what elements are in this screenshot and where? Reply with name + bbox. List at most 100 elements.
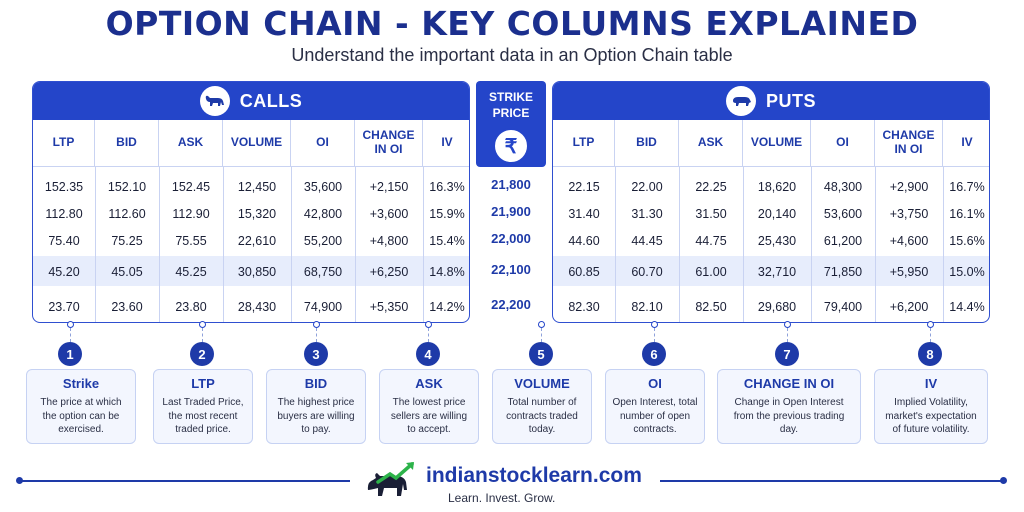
table-cell: 22.00 [631,180,663,194]
table-cell: 20,140 [757,207,797,221]
table-cell: 82.30 [568,300,600,314]
table-cell: 82.10 [631,300,663,314]
explanation-description: Total number of contracts traded today. [506,397,578,435]
connector-line [428,328,429,342]
table-cell: 44.45 [631,234,663,248]
table-cell: 22.15 [568,180,600,194]
table-cell: 23.70 [48,300,80,314]
strike-value: 21,900 [491,203,531,219]
strike-label-line1: STRIKE [488,90,533,104]
strike-value: 22,200 [491,296,531,312]
table-cell: +3,600 [369,207,409,221]
column-header-iv: IV [441,135,453,150]
calls-label: CALLS [239,90,303,111]
table-cell: 71,850 [823,265,863,279]
table-cell: 15.4% [429,234,465,248]
table-cell: +4,600 [889,234,929,248]
column-divider [159,166,160,322]
header-divider [33,166,469,167]
table-cell: +4,800 [369,234,409,248]
step-number-badge: 2 [190,342,214,366]
connector-line [541,328,542,342]
table-cell: 35,600 [303,180,343,194]
column-header-volume: VOLUME [743,120,811,166]
table-cell: 14.2% [429,300,465,314]
table-cell: 55,200 [303,234,343,248]
table-cell: 25,430 [757,234,797,248]
table-cell: 16.1% [949,207,985,221]
explanation-description: Implied Volatility, market's expectation… [885,397,977,435]
footer-dot-right [1000,477,1007,484]
column-divider [943,166,944,322]
explanation-card: VOLUME Total number of contracts traded t… [492,369,592,444]
table-cell: 30,850 [237,265,277,279]
connector-line [654,328,655,342]
explanation-title: IV [924,376,938,391]
explanation-description: Open Interest, total number of open cont… [612,397,698,435]
column-header-ask: ASK [679,120,743,166]
table-cell: 45.20 [48,265,80,279]
column-divider [875,166,876,322]
bull-icon [199,86,230,116]
column-header-ask: ASK [159,120,223,166]
bear-icon [725,86,756,116]
connector-line [202,328,203,342]
calls-table: CALLS LTP 152.35 112.80 75.40 45.20 23.70 BID 1… [32,81,470,323]
table-cell: 75.55 [175,234,207,248]
table-cell: 45.05 [111,265,143,279]
explanation-description: The price at which the option can be exe… [40,397,122,435]
strike-value: 22,000 [491,230,531,246]
table-cell: 44.60 [568,234,600,248]
step-number-badge: 6 [642,342,666,366]
table-cell: +6,200 [889,300,929,314]
table-cell: 28,430 [237,300,277,314]
table-cell: 16.7% [949,180,985,194]
explanation-card: Strike The price at which the option can … [26,369,136,444]
table-cell: 60.85 [568,265,600,279]
column-header-ltp: LTP [553,120,615,166]
column-header-volume: VOLUME [223,120,291,166]
strike-label-line2: PRICE [492,106,530,121]
table-cell: 23.80 [175,300,207,314]
header-divider [553,166,989,167]
table-cell: 61,200 [823,234,863,248]
puts-table: PUTS LTP 22.15 31.40 44.60 60.85 82.30 BID 22.0… [552,81,990,323]
column-header-iv: IV [961,135,973,150]
table-cell: +6,250 [369,265,409,279]
footer-divider-left [20,480,350,482]
table-cell: 68,750 [303,265,343,279]
table-cell: 75.25 [111,234,143,248]
explanation-card: LTP Last Traded Price, the most recent tr… [153,369,253,444]
explanation-title: CHANGE IN OI [743,376,835,391]
bull-with-arrow-logo [367,462,414,496]
explanation-card: ASK The lowest price sellers are willing … [379,369,479,444]
table-cell: +3,750 [889,207,929,221]
column-header-bid: BID [95,120,159,166]
explanation-title: Strike [62,376,100,391]
calls-header: CALLS [33,82,469,120]
strike-value: 21,800 [491,176,531,192]
highlighted-row [33,256,469,286]
column-divider [355,166,356,322]
table-cell: 31.50 [695,207,727,221]
connector-dot [198,321,206,328]
table-cell: 15.0% [949,265,985,279]
table-cell: 152.35 [44,180,84,194]
table-cell: 15.9% [429,207,465,221]
step-number-badge: 3 [304,342,328,366]
step-number-badge: 5 [529,342,553,366]
table-cell: 23.60 [111,300,143,314]
page-title: OPTION CHAIN - KEY COLUMNS EXPLAINED [105,4,919,43]
table-cell: 16.3% [429,180,465,194]
column-header-change-in-oi: CHANGE IN OI [355,120,423,166]
strike-price-column: 21,800 21,900 22,000 22,100 22,200 [476,167,546,323]
table-cell: 32,710 [757,265,797,279]
explanation-description: The lowest price sellers are willing to … [390,397,468,435]
table-cell: +2,900 [889,180,929,194]
step-number-badge: 7 [775,342,799,366]
table-cell: 42,800 [303,207,343,221]
table-cell: 152.10 [107,180,147,194]
table-cell: 53,600 [823,207,863,221]
explanation-title: ASK [415,376,443,391]
explanation-title: BID [304,376,328,391]
